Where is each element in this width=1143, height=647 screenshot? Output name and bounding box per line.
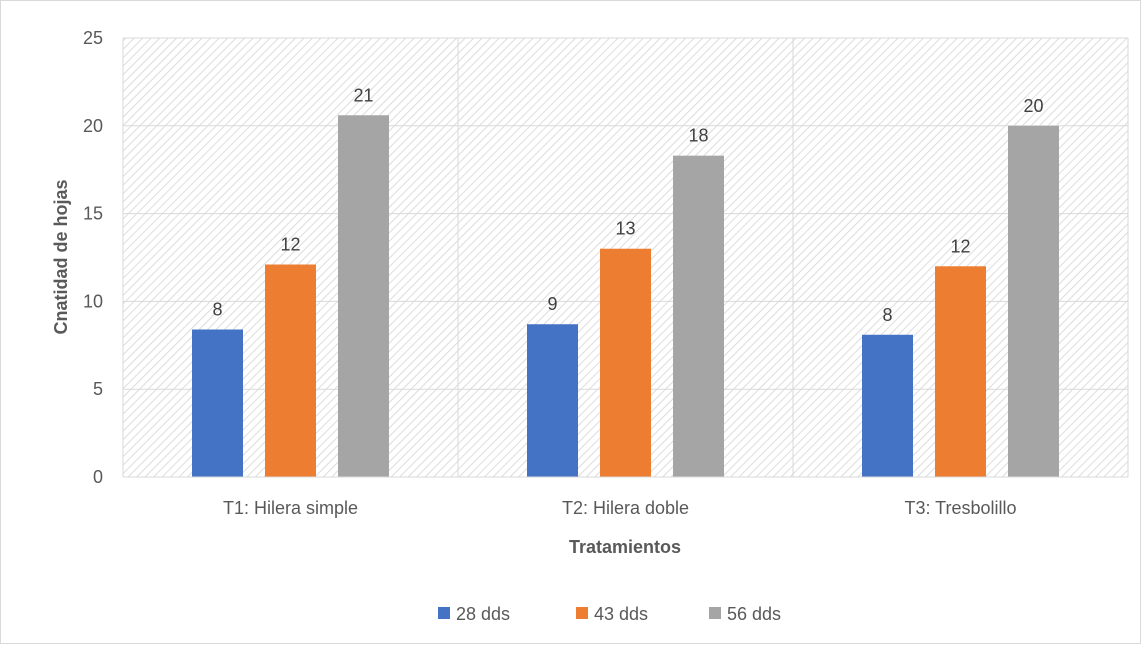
data-label: 20 (1023, 96, 1043, 116)
x-tick-label: T2: Hilera doble (562, 498, 689, 518)
data-label: 13 (615, 219, 635, 239)
y-axis-title: Cnatidad de hojas (51, 179, 71, 334)
legend-label: 43 dds (594, 604, 648, 624)
data-label: 18 (688, 126, 708, 146)
bar (1008, 125, 1059, 478)
bar (265, 264, 316, 477)
legend-swatch (709, 607, 721, 619)
data-label: 8 (882, 305, 892, 325)
bar (600, 248, 651, 477)
y-tick-label: 15 (83, 204, 103, 224)
x-tick-label: T1: Hilera simple (223, 498, 358, 518)
y-tick-label: 5 (93, 379, 103, 399)
y-tick-label: 10 (83, 291, 103, 311)
y-tick-label: 20 (83, 116, 103, 136)
bar (338, 115, 389, 477)
data-label: 8 (212, 299, 222, 319)
bar (192, 329, 243, 477)
legend-label: 56 dds (727, 604, 781, 624)
legend-label: 28 dds (456, 604, 510, 624)
data-label: 12 (280, 235, 300, 255)
legend-swatch (438, 607, 450, 619)
data-label: 9 (547, 294, 557, 314)
x-tick-label: T3: Tresbolillo (904, 498, 1016, 518)
bar (935, 266, 986, 477)
data-label: 12 (950, 236, 970, 256)
legend-swatch (576, 607, 588, 619)
data-labels: 8 12 21 9 13 18 8 12 20 (212, 85, 1043, 325)
y-tick-label: 0 (93, 467, 103, 487)
legend: 28 dds 43 dds 56 dds (438, 604, 781, 624)
data-label: 21 (353, 85, 373, 105)
bars (192, 115, 1059, 478)
y-tick-label: 25 (83, 28, 103, 48)
bar (862, 334, 913, 477)
x-axis-title: Tratamientos (569, 537, 681, 557)
bar (527, 324, 578, 477)
bar (673, 155, 724, 478)
axes: 0 5 10 15 20 25 T1: Hilera simple T2: Hilera do… (83, 28, 1128, 518)
